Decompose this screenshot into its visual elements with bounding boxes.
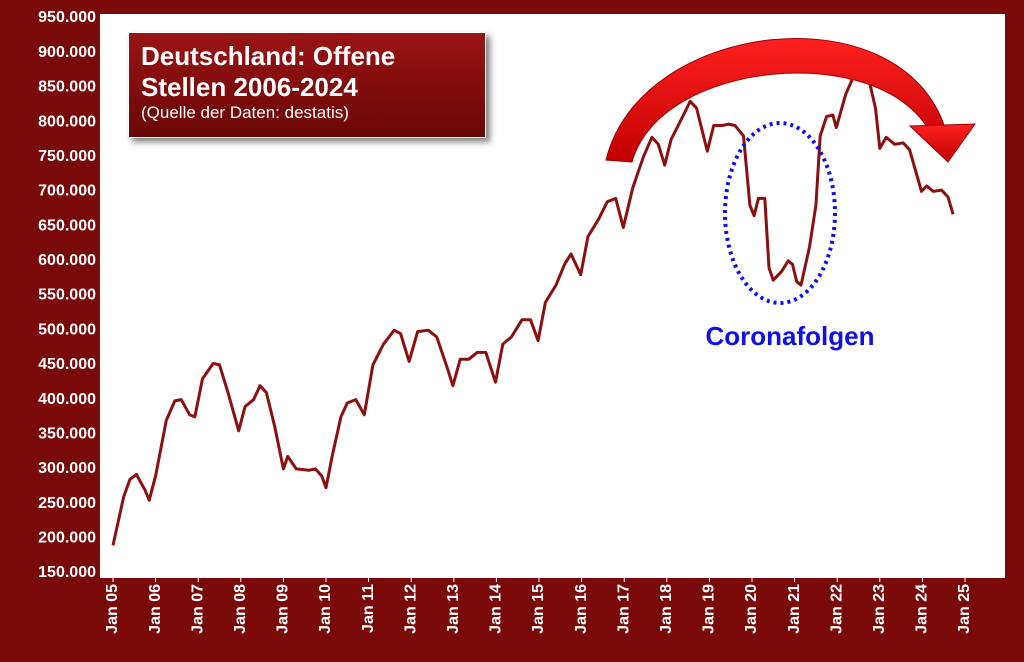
x-tick-label: Jan 18 <box>658 584 675 634</box>
x-tick-label: Jan 24 <box>914 584 931 634</box>
x-tick-label: Jan 10 <box>317 584 334 634</box>
y-tick-label: 750.000 <box>38 148 96 165</box>
x-tick-label: Jan 17 <box>615 584 632 634</box>
x-tick-label: Jan 23 <box>871 584 888 634</box>
x-tick-label: Jan 13 <box>445 584 462 634</box>
decor-arrowhead <box>908 123 976 163</box>
x-tick-label: Jan 06 <box>147 584 164 634</box>
x-tick-label: Jan 20 <box>743 584 760 634</box>
y-tick-label: 800.000 <box>38 113 96 130</box>
y-tick-label: 400.000 <box>38 391 96 408</box>
y-tick-label: 500.000 <box>38 321 96 338</box>
x-tick-label: Jan 07 <box>189 584 206 634</box>
y-tick-label: 300.000 <box>38 460 96 477</box>
data-line <box>111 59 955 546</box>
x-tick-label: Jan 21 <box>786 584 803 634</box>
chart-title: Deutschland: Offene Stellen 2006-2024 <box>141 41 396 102</box>
x-tick-label: Jan 08 <box>232 584 249 634</box>
y-tick-label: 550.000 <box>38 287 96 304</box>
x-tick-label: Jan 19 <box>701 584 718 634</box>
x-tick-label: Jan 09 <box>275 584 292 634</box>
x-tick-label: Jan 11 <box>360 584 377 633</box>
y-tick-label: 900.000 <box>38 44 96 61</box>
x-tick-label: Jan 15 <box>530 584 547 634</box>
annotation: Coronafolgen <box>706 321 875 351</box>
chart-subtitle: (Quelle der Daten: destatis) <box>141 103 349 122</box>
corona-ellipse <box>723 121 837 305</box>
y-tick-label: 950.000 <box>38 9 96 26</box>
x-tick-label: Jan 16 <box>573 584 590 634</box>
y-tick-label: 650.000 <box>38 217 96 234</box>
y-tick-label: 700.000 <box>38 183 96 200</box>
x-tick-label: Jan 12 <box>402 584 419 634</box>
y-tick-label: 250.000 <box>38 495 96 512</box>
y-tick-label: 600.000 <box>38 252 96 269</box>
x-tick-label: Jan 25 <box>956 584 973 634</box>
y-tick-label: 350.000 <box>38 425 96 442</box>
y-tick-label: 450.000 <box>38 356 96 373</box>
y-tick-label: 200.000 <box>38 530 96 547</box>
y-tick-label: 850.000 <box>38 79 96 96</box>
x-tick-label: Jan 22 <box>828 584 845 634</box>
title-box: Deutschland: Offene Stellen 2006-2024 (Q… <box>128 32 486 138</box>
y-tick-label: 150.000 <box>38 564 96 581</box>
x-tick-label: Jan 05 <box>104 584 121 634</box>
x-tick-label: Jan 14 <box>488 584 505 634</box>
